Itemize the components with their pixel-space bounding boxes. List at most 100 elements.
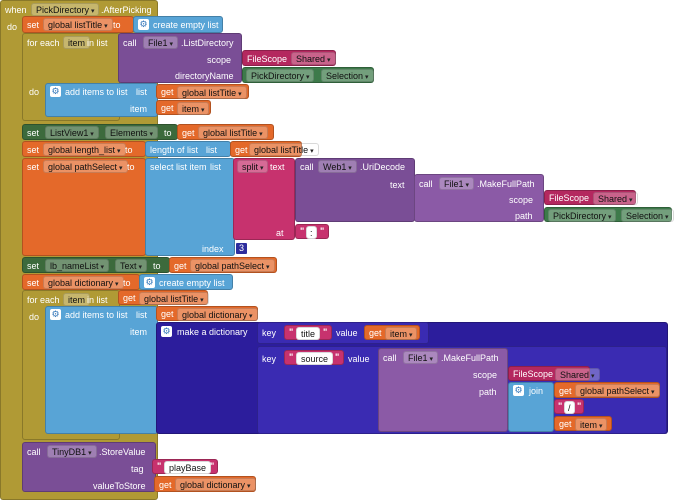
var-listtitle-dropdown[interactable]: global listTitle xyxy=(249,143,319,156)
file1-dropdown[interactable]: File1 xyxy=(439,177,474,190)
file1-dropdown[interactable]: File1 xyxy=(143,36,178,49)
get-dictionary-block-1[interactable]: get global dictionary xyxy=(156,306,258,321)
index-number-3[interactable]: 3 xyxy=(235,242,249,255)
call-file-listdirectory[interactable]: call File1 .ListDirectory scope director… xyxy=(118,33,242,83)
filescope-shared-dropdown[interactable]: Shared xyxy=(593,192,638,205)
filescope-block-3[interactable]: FileScope Shared xyxy=(508,366,600,381)
event-component-dropdown[interactable]: PickDirectory xyxy=(31,3,100,16)
text-socket-label: text xyxy=(390,180,405,190)
create-empty-list-label: create empty list xyxy=(159,278,225,288)
length-of-list-block[interactable]: length of list list xyxy=(145,141,231,157)
set-dictionary-block[interactable]: set global dictionary to xyxy=(22,274,140,290)
create-empty-list-block[interactable]: ⚙ create empty list xyxy=(133,16,223,33)
filescope-shared-dropdown[interactable]: Shared xyxy=(555,368,600,381)
call-file-makefullpath-2[interactable]: call File1 .MakeFullPath scope path xyxy=(378,348,508,432)
call-tinydb-storevalue[interactable]: call TinyDB1 .StoreValue tag valueToStor… xyxy=(22,442,156,492)
pickdirectory-dropdown[interactable]: PickDirectory xyxy=(246,69,315,82)
web1-dropdown[interactable]: Web1 xyxy=(318,160,357,173)
loop-var-item[interactable]: item xyxy=(63,36,91,49)
var-dictionary-dropdown[interactable]: global dictionary xyxy=(43,276,124,289)
to-keyword: to xyxy=(123,278,131,288)
value-label: value xyxy=(348,354,370,364)
elements-dropdown[interactable]: Elements xyxy=(105,126,158,139)
pickdirectory-dropdown[interactable]: PickDirectory xyxy=(548,209,617,222)
get-dictionary-block-2[interactable]: get global dictionary xyxy=(154,476,256,492)
gear-icon[interactable]: ⚙ xyxy=(50,86,61,97)
set-lbnamelist-text[interactable]: set lb_nameList Text to xyxy=(22,257,170,273)
set-pathselect-block[interactable]: set global pathSelect to xyxy=(22,158,146,256)
pickdirectory-selection-getter-2[interactable]: PickDirectory Selection xyxy=(544,207,674,222)
get-listtitle-block-3[interactable]: get global listTitle xyxy=(230,141,319,157)
var-dictionary-dropdown[interactable]: global dictionary xyxy=(175,478,256,491)
get-item-block-2[interactable]: get item xyxy=(364,325,420,340)
loop-var-item[interactable]: item xyxy=(63,293,91,306)
get-item-block-3[interactable]: get item xyxy=(554,416,612,431)
split-text-block[interactable]: split text at xyxy=(233,158,295,240)
set-length-list-block[interactable]: set global length_list to xyxy=(22,141,146,157)
text-playbase-literal[interactable]: " playBase " xyxy=(152,459,218,474)
get-listtitle-block-4[interactable]: get global listTitle xyxy=(118,290,209,305)
text-colon-literal[interactable]: " : " xyxy=(295,224,329,239)
split-dropdown[interactable]: split xyxy=(237,160,269,173)
lbnamelist-dropdown[interactable]: lb_nameList xyxy=(45,259,109,272)
get-pathselect-block[interactable]: get global pathSelect xyxy=(169,257,277,273)
var-length-list-dropdown[interactable]: global length_list xyxy=(43,143,126,156)
get-keyword: get xyxy=(123,293,136,303)
var-pathselect-dropdown[interactable]: global pathSelect xyxy=(190,259,275,272)
selection-dropdown[interactable]: Selection xyxy=(621,209,674,222)
text-title-literal[interactable]: " title " xyxy=(284,325,332,340)
pickdirectory-selection-getter[interactable]: PickDirectory Selection xyxy=(242,67,374,83)
var-listtitle-dropdown[interactable]: global listTitle xyxy=(139,292,209,305)
var-item-dropdown[interactable]: item xyxy=(177,102,210,115)
file1-dropdown[interactable]: File1 xyxy=(403,351,438,364)
join-block[interactable]: ⚙ join xyxy=(508,382,554,432)
var-item-dropdown[interactable]: item xyxy=(385,327,418,340)
text-source-literal[interactable]: " source " xyxy=(284,350,344,365)
scope-label: scope xyxy=(207,55,232,65)
add-items-to-list-block-1[interactable]: ⚙ add items to list list item xyxy=(45,83,158,117)
title-value[interactable]: title xyxy=(296,327,321,340)
select-list-item-block[interactable]: select list item list index xyxy=(145,158,235,256)
call-file-makefullpath-1[interactable]: call File1 .MakeFullPath scope path xyxy=(414,174,544,222)
when-keyword: when xyxy=(5,5,27,15)
to-keyword: to xyxy=(164,128,172,138)
text-slash-literal[interactable]: " / " xyxy=(554,399,584,414)
var-listtitle-dropdown[interactable]: global listTitle xyxy=(198,126,268,139)
add-items-to-list-block-2[interactable]: ⚙ add items to list list item xyxy=(45,306,158,434)
var-item-dropdown[interactable]: item xyxy=(575,418,608,431)
call-web-uridecode[interactable]: call Web1 .UriDecode text xyxy=(295,158,415,222)
list-socket-label: list xyxy=(206,145,217,155)
var-pathselect-dropdown[interactable]: global pathSelect xyxy=(43,160,128,173)
get-pathselect-block-2[interactable]: get global pathSelect xyxy=(554,382,660,398)
gear-icon[interactable]: ⚙ xyxy=(138,19,149,30)
set-keyword: set xyxy=(27,261,40,271)
selection-dropdown[interactable]: Selection xyxy=(321,69,374,82)
gear-icon[interactable]: ⚙ xyxy=(513,385,524,396)
set-listview-elements[interactable]: set ListView1 Elements to xyxy=(22,124,178,140)
call-keyword: call xyxy=(27,447,41,457)
create-empty-list-block-2[interactable]: ⚙ create empty list xyxy=(139,274,233,290)
source-value[interactable]: source xyxy=(296,352,334,365)
get-listtitle-block-1[interactable]: get global listTitle xyxy=(156,84,249,99)
storevalue-method: .StoreValue xyxy=(99,447,146,457)
slash-value[interactable]: / xyxy=(564,401,575,414)
listview1-dropdown[interactable]: ListView1 xyxy=(45,126,99,139)
filescope-block-2[interactable]: FileScope Shared xyxy=(544,190,638,205)
gear-icon[interactable]: ⚙ xyxy=(50,309,61,320)
gear-icon[interactable]: ⚙ xyxy=(161,326,172,337)
tinydb1-dropdown[interactable]: TinyDB1 xyxy=(47,445,97,458)
gear-icon[interactable]: ⚙ xyxy=(144,277,155,288)
get-item-block-1[interactable]: get item xyxy=(156,100,211,115)
var-listtitle-dropdown[interactable]: global listTitle xyxy=(177,86,247,99)
filescope-block[interactable]: FileScope Shared xyxy=(242,50,336,66)
playbase-value[interactable]: playBase xyxy=(164,461,212,474)
colon-value[interactable]: : xyxy=(306,226,317,239)
filescope-shared-dropdown[interactable]: Shared xyxy=(291,52,336,65)
var-listtitle-dropdown[interactable]: global listTitle xyxy=(43,18,113,31)
var-pathselect-dropdown[interactable]: global pathSelect xyxy=(575,384,660,397)
text-property-dropdown[interactable]: Text xyxy=(115,259,147,272)
var-dictionary-dropdown[interactable]: global dictionary xyxy=(177,308,258,321)
set-listtitle-block[interactable]: set global listTitle to xyxy=(22,16,134,33)
tag-label: tag xyxy=(131,464,144,474)
get-listtitle-block-2[interactable]: get global listTitle xyxy=(177,124,274,140)
